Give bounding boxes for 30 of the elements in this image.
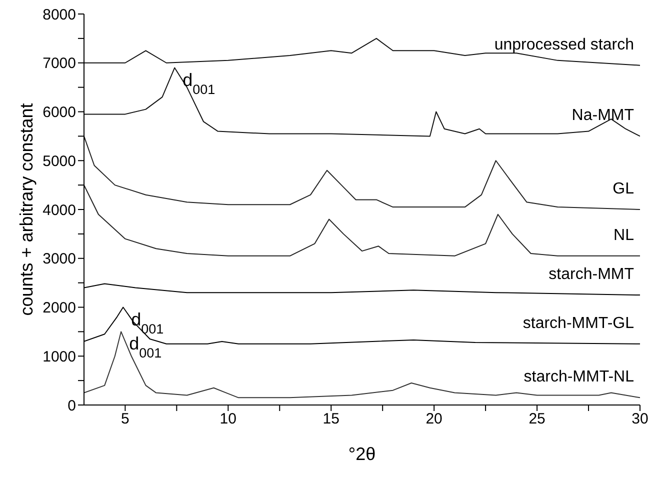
y-tick-label: 4000 [42, 202, 76, 219]
y-tick-label: 1000 [42, 348, 76, 366]
annotation: d$_{001}$ [129, 334, 162, 360]
y-tick-label: 0 [68, 397, 76, 414]
y-tick-label: 6000 [42, 104, 76, 122]
y-tick-label: 5000 [42, 152, 76, 170]
x-tick-label: 30 [632, 410, 648, 428]
series-label: starch-MMT-GL [522, 314, 634, 332]
x-tick-label: 15 [322, 410, 340, 428]
series-label: Na-MMT [572, 107, 634, 124]
line-series [84, 136, 640, 210]
x-tick-label: 5 [121, 410, 130, 428]
series-label: unprocessed starch [494, 36, 634, 54]
y-tick-label: 8000 [42, 6, 76, 24]
series-label: GL [612, 180, 634, 198]
line-series [84, 38, 640, 66]
series-label: starch-MMT [548, 266, 634, 284]
line-series [84, 67, 640, 137]
x-axis-title: °2θ [348, 444, 376, 464]
x-tick-label: 25 [528, 410, 546, 428]
y-tick-label: 2000 [42, 300, 76, 317]
x-tick-label: 10 [220, 410, 236, 428]
y-tick-label: 3000 [42, 250, 76, 268]
x-tick-label: 20 [426, 410, 442, 428]
series-label: NL [614, 226, 634, 244]
y-tick-label: 7000 [42, 55, 76, 72]
y-axis-title: counts + arbitrary constant [16, 103, 36, 316]
annotation: d$_{001}$ [182, 70, 216, 96]
annotation: d$_{001}$ [131, 309, 164, 336]
series-label: starch-MMT-NL [524, 368, 634, 386]
